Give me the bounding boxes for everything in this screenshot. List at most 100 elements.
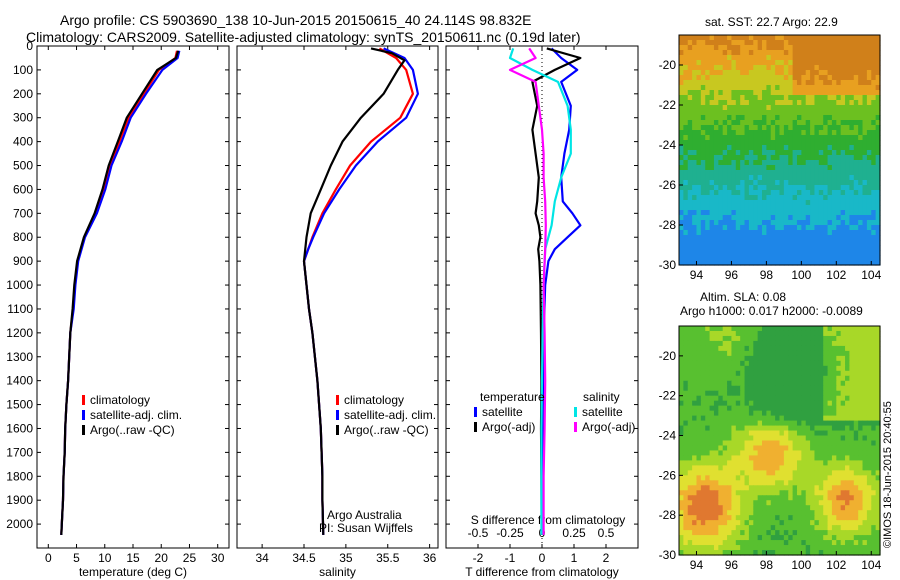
map-cell [740, 210, 746, 216]
map-cell [871, 120, 877, 126]
map-cell [740, 220, 746, 226]
map-cell [775, 350, 781, 357]
map-cell [705, 530, 711, 536]
map-cell [875, 90, 881, 96]
map-cell [700, 100, 706, 106]
map-cell [849, 60, 855, 66]
map-cell [875, 465, 881, 471]
map-cell [722, 370, 728, 377]
map-cell [753, 505, 759, 511]
map-cell [731, 170, 737, 176]
map-cell [858, 540, 864, 546]
map-cell [722, 425, 728, 432]
map-cell [836, 330, 842, 337]
map-cell [766, 150, 772, 156]
map-cell [831, 545, 837, 551]
map-cell [713, 435, 719, 442]
map-cell [700, 215, 706, 221]
map-cell [805, 450, 811, 457]
map-cell [713, 115, 719, 121]
map-cell [871, 340, 877, 347]
map-cell [766, 180, 772, 186]
map-cell [796, 115, 802, 121]
map-cell [827, 530, 833, 536]
map-cell [796, 495, 802, 501]
map-cell [775, 465, 781, 471]
map-cell [871, 115, 877, 121]
map-cell [783, 390, 789, 397]
map-cell [814, 75, 820, 81]
map-cell [796, 335, 802, 342]
map-cell [788, 460, 794, 466]
map-cell [762, 420, 767, 427]
map-cell [700, 515, 706, 521]
map-cell [779, 230, 785, 236]
map-cell [679, 530, 684, 536]
map-cell [718, 455, 724, 462]
map-cell [783, 255, 789, 261]
map-cell [683, 510, 689, 516]
map-cell [709, 450, 715, 457]
map-cell [783, 180, 789, 186]
map-cell [849, 65, 855, 71]
map-cell [792, 55, 798, 61]
map-cell [805, 500, 811, 506]
map-cell [845, 100, 851, 106]
map-cell [753, 450, 759, 457]
map-cell [727, 185, 733, 191]
map-cell [853, 250, 859, 256]
map-cell [783, 495, 789, 501]
map-cell [744, 510, 750, 516]
map-cell [866, 365, 872, 372]
map-cell [713, 345, 719, 352]
map-cell [836, 475, 842, 481]
map-cell [731, 200, 737, 206]
map-cell [731, 60, 737, 66]
map-cell [783, 425, 789, 432]
map-cell [862, 355, 868, 362]
map-cell [875, 70, 881, 76]
map-cell [696, 45, 702, 51]
map-cell [679, 535, 684, 541]
map-cell [722, 535, 728, 541]
map-cell [718, 326, 724, 332]
map-cell [766, 445, 772, 452]
map-cell [705, 225, 711, 231]
map-cell [718, 210, 724, 216]
map-cell [875, 365, 881, 372]
map-cell [705, 445, 711, 452]
map-cell [831, 45, 837, 51]
diff-legend-sal-label-1: Argo(-adj) [582, 420, 635, 434]
map-cell [770, 460, 776, 466]
map-cell [762, 220, 767, 226]
map-cell [731, 550, 737, 556]
map-cell [827, 125, 833, 131]
map-cell [866, 405, 872, 412]
map-cell [818, 135, 824, 141]
map-cell [740, 90, 746, 96]
map-cell [700, 45, 706, 51]
map-cell [709, 355, 715, 362]
map-cell [722, 520, 728, 526]
map-cell [836, 160, 842, 166]
map-cell [713, 465, 719, 471]
map-cell [679, 215, 684, 221]
map-cell [858, 120, 864, 126]
map-cell [858, 435, 864, 442]
map-cell [735, 465, 741, 471]
map-cell [801, 190, 807, 196]
map-cell [871, 335, 877, 342]
map-cell [740, 100, 746, 106]
map-cell [757, 80, 763, 86]
map-cell [866, 40, 872, 46]
map-cell [796, 470, 802, 476]
map-cell [709, 540, 715, 546]
map-cell [818, 390, 824, 397]
map-cell [862, 195, 868, 201]
map-cell [845, 360, 851, 367]
map-cell [687, 255, 693, 261]
map-cell [783, 160, 789, 166]
map-cell [731, 215, 737, 221]
map-cell [840, 175, 846, 181]
map-cell [871, 150, 877, 156]
